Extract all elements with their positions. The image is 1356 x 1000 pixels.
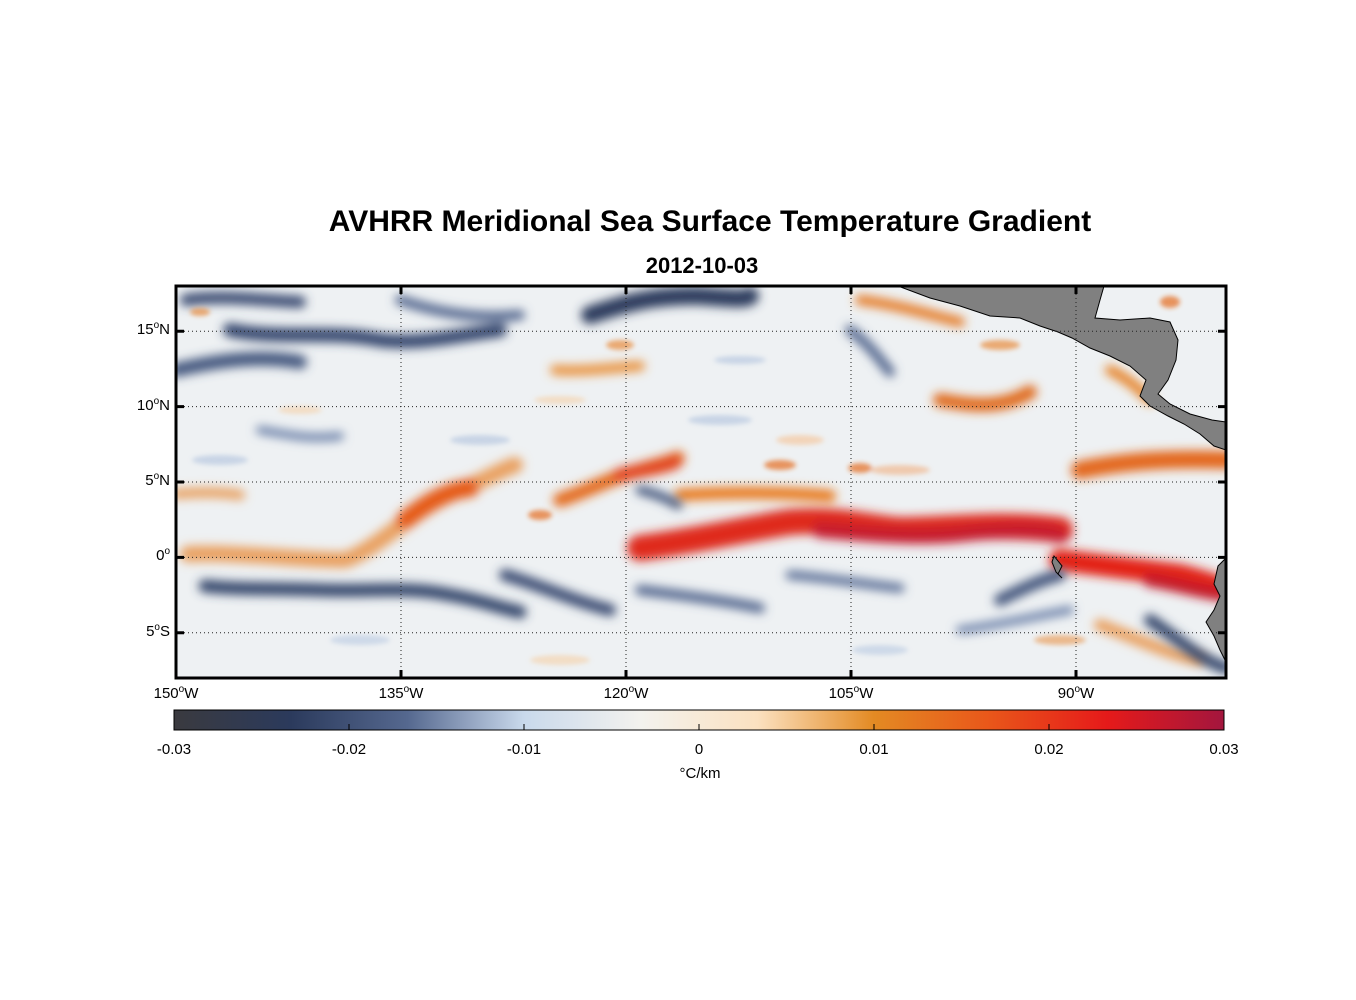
chart-subtitle: 2012-10-03 [645, 253, 759, 278]
land-south-america [1205, 557, 1226, 663]
latitude-label: 15oN [136, 320, 170, 339]
colorbar-tick-label: -0.02 [331, 741, 367, 758]
colorbar-tick-label: -0.03 [156, 741, 192, 758]
latitude-label: 5oN [145, 471, 170, 489]
colorbar-tick-label: 0.01 [859, 741, 889, 758]
longitude-label: 135oW [378, 684, 424, 702]
colorbar-tick-label: 0 [694, 741, 704, 758]
map-graticule [176, 286, 1226, 678]
longitude-label: 105oW [828, 684, 874, 702]
colorbar-units: °C/km [679, 765, 721, 782]
land-galapagos [1051, 554, 1063, 579]
latitude-label: 5oS [146, 621, 170, 640]
colorbar-tick-label: -0.01 [506, 741, 542, 758]
latitude-label: 10oN [136, 395, 170, 414]
map-plot-area [176, 286, 1226, 678]
positive-gradient-features [176, 295, 1226, 666]
longitude-label: 90oW [1057, 684, 1095, 702]
land-central-america [897, 286, 1226, 451]
chart-title: AVHRR Meridional Sea Surface Temperature… [328, 205, 1092, 238]
colorbar-ticks [173, 724, 1225, 730]
colorbar-tick-label: 0.03 [1209, 741, 1239, 758]
latitude-label: 0o [156, 546, 170, 565]
fine-texture [190, 296, 1180, 665]
colorbar-tick-label: 0.02 [1034, 741, 1064, 758]
negative-gradient-features [176, 286, 1226, 674]
longitude-label: 120oW [603, 684, 649, 702]
map-ticks [174, 286, 1226, 678]
longitude-label: 150oW [153, 684, 199, 702]
